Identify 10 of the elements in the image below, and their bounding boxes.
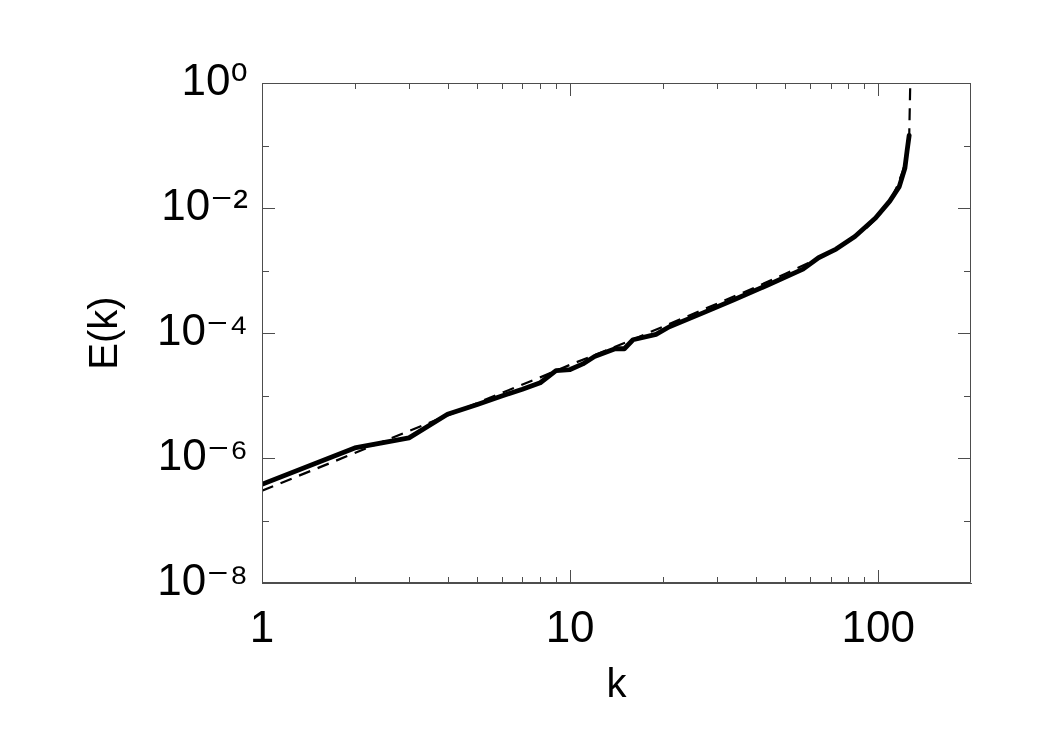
y-tick-label: 10⁰ [181, 55, 248, 105]
y-tick-label: 10⁻² [161, 180, 248, 230]
x-tick-label: 10 [545, 601, 595, 651]
y-tick-label: 10⁻⁸ [157, 555, 248, 605]
y-tick-label: 10⁻⁶ [157, 430, 248, 480]
y-axis-title: E(k) [81, 296, 126, 370]
x-tick-label: 100 [841, 601, 915, 651]
y-tick-label: 10⁻⁴ [156, 305, 248, 355]
x-tick-label: 1 [249, 601, 275, 651]
x-axis-title: k [606, 661, 628, 706]
